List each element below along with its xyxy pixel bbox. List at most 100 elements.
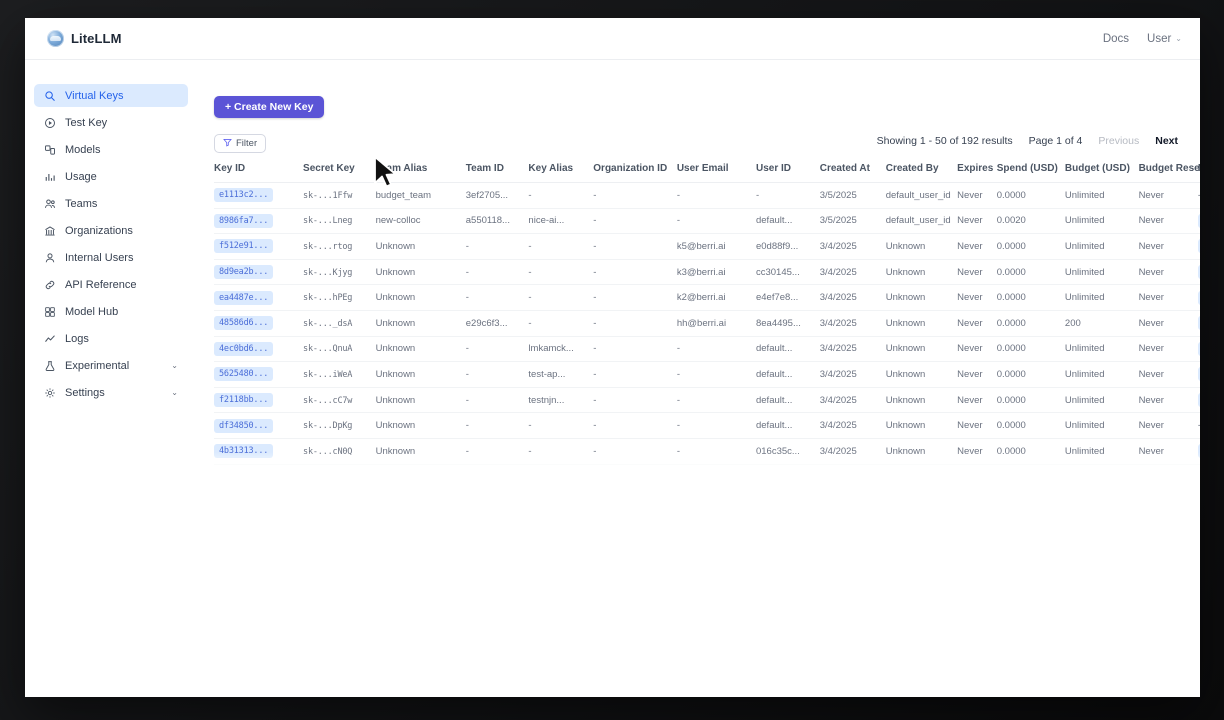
cell-organization-id: - [593,387,677,414]
table-row[interactable]: f512e91... sk-...rtog Unknown - - - k5@berri.a… [214,233,1200,260]
sidebar-item-model-hub[interactable]: Model Hub [34,300,188,323]
key-id-badge[interactable]: 4ec0bd6... [214,341,274,356]
table-row[interactable]: 4db0218...sk-...f3Q0Unknown---52@berri.a… [214,464,1200,470]
keys-table-container[interactable]: Key ID Secret Key Team Alias Team ID Key… [214,157,1200,470]
sidebar-item-internal-users[interactable]: Internal Users [34,246,188,269]
cell-budget: Unlimited [1064,336,1139,363]
secret-key-text: sk-...Kjyg [303,267,353,278]
cell-expires: Never [957,259,997,286]
cell-key-id[interactable]: f2118bb... [214,387,304,414]
column-header-team-id[interactable]: Team ID [465,157,529,183]
sidebar-item-test-key[interactable]: Test Key [34,111,188,134]
column-header-user-email[interactable]: User Email [676,157,756,183]
cell-key-id[interactable]: f512e91... [214,233,304,260]
model-badge: all-team-m [1197,341,1200,356]
cell-user-id: default... [755,361,820,388]
cell-key-id[interactable]: ea4487e... [214,284,304,311]
key-id-badge[interactable]: ea4487e... [214,290,274,305]
table-row[interactable]: 48586d6... sk-..._dsA Unknown e29c6f3... - - h… [214,310,1200,337]
sidebar-item-virtual-keys[interactable]: Virtual Keys [34,84,188,107]
cell-created-at: 3/3/2025 [819,464,886,470]
column-header-created-at[interactable]: Created At [819,157,886,183]
sidebar-item-label: Logs [65,332,89,345]
table-row[interactable]: 8986fa7... sk-...Lneg new-colloc a550118...… [214,208,1200,235]
sidebar-item-settings[interactable]: Settings ⌄ [34,381,188,404]
cell-key-id[interactable]: 8986fa7... [214,208,304,235]
cell-key-id[interactable]: 4db0218... [214,464,304,470]
cell-budget-reset: Never [1138,208,1198,235]
filter-button[interactable]: Filter [214,134,267,153]
column-header-secret-key[interactable]: Secret Key [303,157,376,183]
key-id-badge[interactable]: e1113c2... [214,188,274,203]
table-row[interactable]: 4b31313... sk-...cN0Q Unknown - - - -016c35c..… [214,438,1200,465]
grid-icon [44,306,56,318]
cell-organization-id: - [593,438,677,465]
column-header-team-alias[interactable]: Team Alias [375,157,466,183]
column-header-created-by[interactable]: Created By [885,157,958,183]
column-header-expires[interactable]: Expires [957,157,997,183]
cell-models: all-team-m [1197,387,1200,414]
cell-key-id[interactable]: 5625480... [214,361,304,388]
cell-key-id[interactable]: e1113c2... [214,182,304,209]
key-id-badge[interactable]: df34850... [214,418,274,433]
sidebar-item-logs[interactable]: Logs [34,327,188,350]
table-row[interactable]: 8d9ea2b... sk-...Kjyg Unknown - - - k3@berri.a… [214,259,1200,286]
user-menu[interactable]: User ⌄ [1147,33,1182,45]
key-id-badge[interactable]: 8d9ea2b... [214,265,274,280]
sidebar-item-organizations[interactable]: Organizations [34,219,188,242]
sidebar-item-api-reference[interactable]: API Reference [34,273,188,296]
sidebar-item-usage[interactable]: Usage [34,165,188,188]
model-badge: all-team-m [1197,393,1200,408]
cell-key-id[interactable]: 4ec0bd6... [214,336,304,363]
create-new-key-button[interactable]: + Create New Key [214,96,325,118]
table-row[interactable]: ea4487e... sk-...hPEg Unknown - - - k2@berri.a… [214,284,1200,311]
key-id-badge[interactable]: f512e91... [214,239,274,254]
table-row[interactable]: 5625480... sk-...iWeA Unknown - test-ap... - -… [214,361,1200,388]
next-page-button[interactable]: Next [1155,135,1178,147]
users-icon [44,198,56,210]
column-header-budget-reset[interactable]: Budget Reset [1138,157,1200,183]
sidebar-item-label: API Reference [65,278,137,291]
cell-key-id[interactable]: 48586d6... [214,310,304,337]
sidebar-item-experimental[interactable]: Experimental ⌄ [34,354,188,377]
key-id-badge[interactable]: 4b31313... [214,444,274,459]
table-row[interactable]: f2118bb... sk-...cC7w Unknown - testnjn... - -… [214,387,1200,414]
cell-key-id[interactable]: df34850... [214,412,304,439]
column-header-budget[interactable]: Budget (USD) [1064,157,1139,183]
model-badge: no-default [1197,290,1200,305]
cell-created-at: 3/4/2025 [819,233,886,260]
sidebar: Virtual Keys Test Key Models Usage Teams [25,60,197,697]
column-header-key-alias[interactable]: Key Alias [528,157,594,183]
cell-created-by: Unknown [885,310,958,337]
cell-models: all-team-m [1197,361,1200,388]
sidebar-item-models[interactable]: Models [34,138,188,161]
bar-chart-icon [44,171,56,183]
sidebar-item-teams[interactable]: Teams [34,192,188,215]
cell-key-id[interactable]: 4b31313... [214,438,304,465]
cell-created-by: Unknown [885,412,958,439]
model-badge: no-default [1197,265,1200,280]
previous-page-button[interactable]: Previous [1098,135,1140,147]
cell-key-alias: lmkamck... [528,336,594,363]
model-badge: no-default [1197,316,1200,331]
cell-user-id: e4ef7e8... [755,284,820,311]
table-row[interactable]: 4ec0bd6... sk-...QnuA Unknown - lmkamck... - -… [214,336,1200,363]
key-id-badge[interactable]: 48586d6... [214,316,274,331]
key-id-badge[interactable]: 5625480... [214,367,274,382]
cell-secret-key: sk-...hPEg [303,284,376,311]
column-header-spend[interactable]: Spend (USD) [996,157,1065,183]
docs-link[interactable]: Docs [1102,32,1130,45]
column-header-organization-id[interactable]: Organization ID [593,157,677,183]
key-id-badge[interactable]: f2118bb... [214,393,274,408]
column-header-user-id[interactable]: User ID [755,157,820,183]
cell-user-email: - [676,438,756,465]
table-row[interactable]: df34850... sk-...DpKg Unknown - - - - default..… [214,412,1200,439]
cell-secret-key: sk-...cN0Q [303,438,376,465]
column-header-key-id[interactable]: Key ID [214,157,304,183]
cell-key-id[interactable]: 8d9ea2b... [214,259,304,286]
topbar-actions: Docs User ⌄ [1103,33,1182,45]
table-row[interactable]: e1113c2... sk-...1Ffw budget_team 3ef2705..… [214,182,1200,209]
key-id-badge[interactable]: 8986fa7... [214,213,274,228]
cell-user-email: - [676,361,756,388]
column-header-models[interactable]: Models [1197,157,1200,183]
